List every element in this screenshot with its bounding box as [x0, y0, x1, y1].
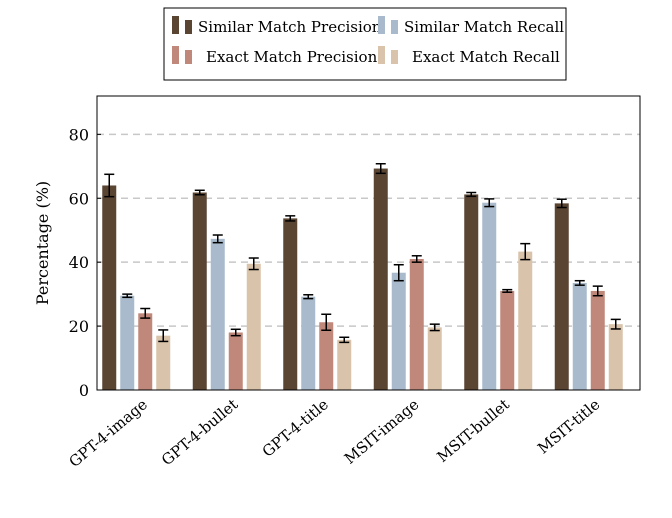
- bar: [608, 324, 623, 390]
- bar: [427, 327, 442, 390]
- bar: [210, 238, 225, 390]
- legend-label: Similar Match Precision: [198, 18, 382, 36]
- bar: [464, 194, 479, 390]
- bar: [138, 313, 153, 390]
- y-tick-label: 20: [69, 317, 89, 336]
- legend-swatch: [185, 50, 192, 64]
- plot-frame: [96, 95, 641, 391]
- bar: [319, 322, 334, 390]
- legend-swatch: [378, 16, 385, 34]
- bar: [156, 335, 171, 390]
- y-tick-label: 60: [69, 189, 89, 208]
- bar: [518, 251, 533, 390]
- y-tick-label: 40: [69, 253, 89, 272]
- bar: [301, 296, 316, 390]
- bar: [228, 332, 243, 390]
- x-tick-label: MSIT-bullet: [433, 395, 512, 466]
- x-tick-label: MSIT-image: [341, 395, 422, 467]
- bar: [409, 258, 424, 390]
- y-tick-label: 0: [79, 381, 89, 400]
- y-tick-label: 80: [69, 125, 89, 144]
- legend-swatch: [378, 46, 385, 64]
- legend-swatch: [172, 16, 179, 34]
- bar: [102, 185, 117, 390]
- legend-label: Exact Match Precision: [206, 48, 378, 66]
- bar: [120, 295, 135, 390]
- bar: [391, 272, 406, 390]
- legend-swatch: [391, 50, 398, 64]
- legend-swatch: [391, 20, 398, 34]
- x-tick-label: GPT-4-image: [65, 395, 150, 471]
- legend-swatch: [185, 20, 192, 34]
- legend-label: Similar Match Recall: [404, 18, 564, 36]
- bar: [482, 202, 497, 390]
- bar: [500, 290, 515, 390]
- bar: [373, 168, 388, 390]
- bar: [554, 203, 569, 390]
- y-axis-label: Percentage (%): [33, 181, 52, 305]
- legend: [163, 7, 567, 81]
- bar: [590, 290, 605, 390]
- legend-swatch: [172, 46, 179, 64]
- bar: [283, 218, 298, 390]
- x-tick-label: MSIT-title: [534, 395, 603, 457]
- bar: [337, 339, 352, 390]
- x-tick-label: GPT-4-bullet: [158, 395, 241, 469]
- bar: [192, 192, 207, 390]
- legend-label: Exact Match Recall: [412, 48, 560, 66]
- bar: [572, 282, 587, 390]
- x-tick-label: GPT-4-title: [259, 395, 332, 461]
- bar: [246, 263, 261, 390]
